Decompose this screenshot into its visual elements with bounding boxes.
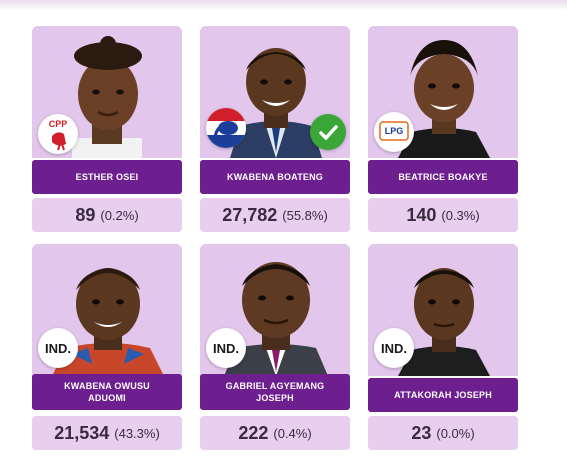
candidate-portrait-icon bbox=[398, 40, 490, 158]
candidate-name-bar: BEATRICE BOAKYE bbox=[368, 160, 518, 194]
candidate-photo: LPG bbox=[368, 26, 518, 158]
candidate-portrait-icon bbox=[72, 36, 142, 158]
candidate-photo bbox=[200, 26, 350, 158]
vote-count: 21,534 bbox=[54, 422, 110, 443]
vote-percent: (0.0%) bbox=[436, 425, 475, 441]
vote-percent: (43.3%) bbox=[114, 425, 160, 441]
candidate-name: GABRIEL AGYEMANG JOSEPH bbox=[225, 381, 325, 403]
candidate-result: 23 (0.0%) bbox=[368, 416, 518, 450]
candidate-portrait-icon bbox=[52, 268, 164, 376]
vote-percent: (55.8%) bbox=[282, 207, 328, 223]
candidate-name: BEATRICE BOAKYE bbox=[398, 172, 488, 182]
candidate-name-bar: KWABENA BOATENG bbox=[200, 160, 350, 194]
party-abbreviation: CPP bbox=[48, 119, 68, 129]
vote-count: 140 bbox=[406, 204, 437, 225]
candidate-portrait-icon bbox=[224, 262, 328, 376]
candidate-photo: IND. bbox=[32, 244, 182, 376]
candidate-portrait-icon bbox=[230, 48, 322, 158]
candidate-result: 89 (0.2%) bbox=[32, 198, 182, 232]
independent-badge: IND. bbox=[374, 328, 414, 368]
lpg-emblem-icon bbox=[379, 121, 409, 141]
cockerel-icon bbox=[52, 132, 66, 151]
candidate-name: KWABENA OWUSU ADUOMI bbox=[64, 381, 150, 403]
candidate-name-bar: GABRIEL AGYEMANG JOSEPH bbox=[200, 374, 350, 410]
independent-badge: IND. bbox=[38, 328, 78, 368]
candidate-name: ATTAKORAH JOSEPH bbox=[394, 390, 492, 400]
party-abbreviation: LPG bbox=[384, 126, 404, 136]
independent-badge: IND. bbox=[206, 328, 246, 368]
candidate-name-bar: ATTAKORAH JOSEPH bbox=[368, 378, 518, 412]
candidate-name: ESTHER OSEI bbox=[75, 172, 139, 182]
elephant-icon bbox=[206, 108, 246, 148]
vote-percent: (0.2%) bbox=[100, 207, 139, 223]
lpg-logo: LPG bbox=[374, 112, 414, 152]
candidate-photo: IND. bbox=[368, 244, 518, 376]
candidate-result: 222 (0.4%) bbox=[200, 416, 350, 450]
vote-count: 222 bbox=[238, 422, 269, 443]
candidate-portrait-icon bbox=[398, 268, 490, 376]
candidate-name-bar: ESTHER OSEI bbox=[32, 160, 182, 194]
vote-percent: (0.4%) bbox=[273, 425, 312, 441]
vote-count: 23 bbox=[411, 422, 432, 443]
vote-percent: (0.3%) bbox=[441, 207, 480, 223]
candidate-result: 27,782 (55.8%) bbox=[200, 198, 350, 232]
candidate-photo: CPP bbox=[32, 26, 182, 158]
candidate-name: KWABENA BOATENG bbox=[227, 172, 323, 182]
candidate-name-bar: KWABENA OWUSU ADUOMI bbox=[32, 374, 182, 410]
vote-count: 27,782 bbox=[222, 204, 278, 225]
header-fade bbox=[0, 0, 567, 10]
candidate-result: 21,534 (43.3%) bbox=[32, 416, 182, 450]
cpp-cockerel-logo: CPP bbox=[38, 114, 78, 154]
npp-elephant-logo bbox=[206, 108, 246, 148]
candidate-result: 140 (0.3%) bbox=[368, 198, 518, 232]
check-icon bbox=[310, 114, 346, 150]
candidate-photo: IND. bbox=[200, 244, 350, 376]
vote-count: 89 bbox=[75, 204, 96, 225]
winner-checkmark bbox=[319, 125, 338, 140]
